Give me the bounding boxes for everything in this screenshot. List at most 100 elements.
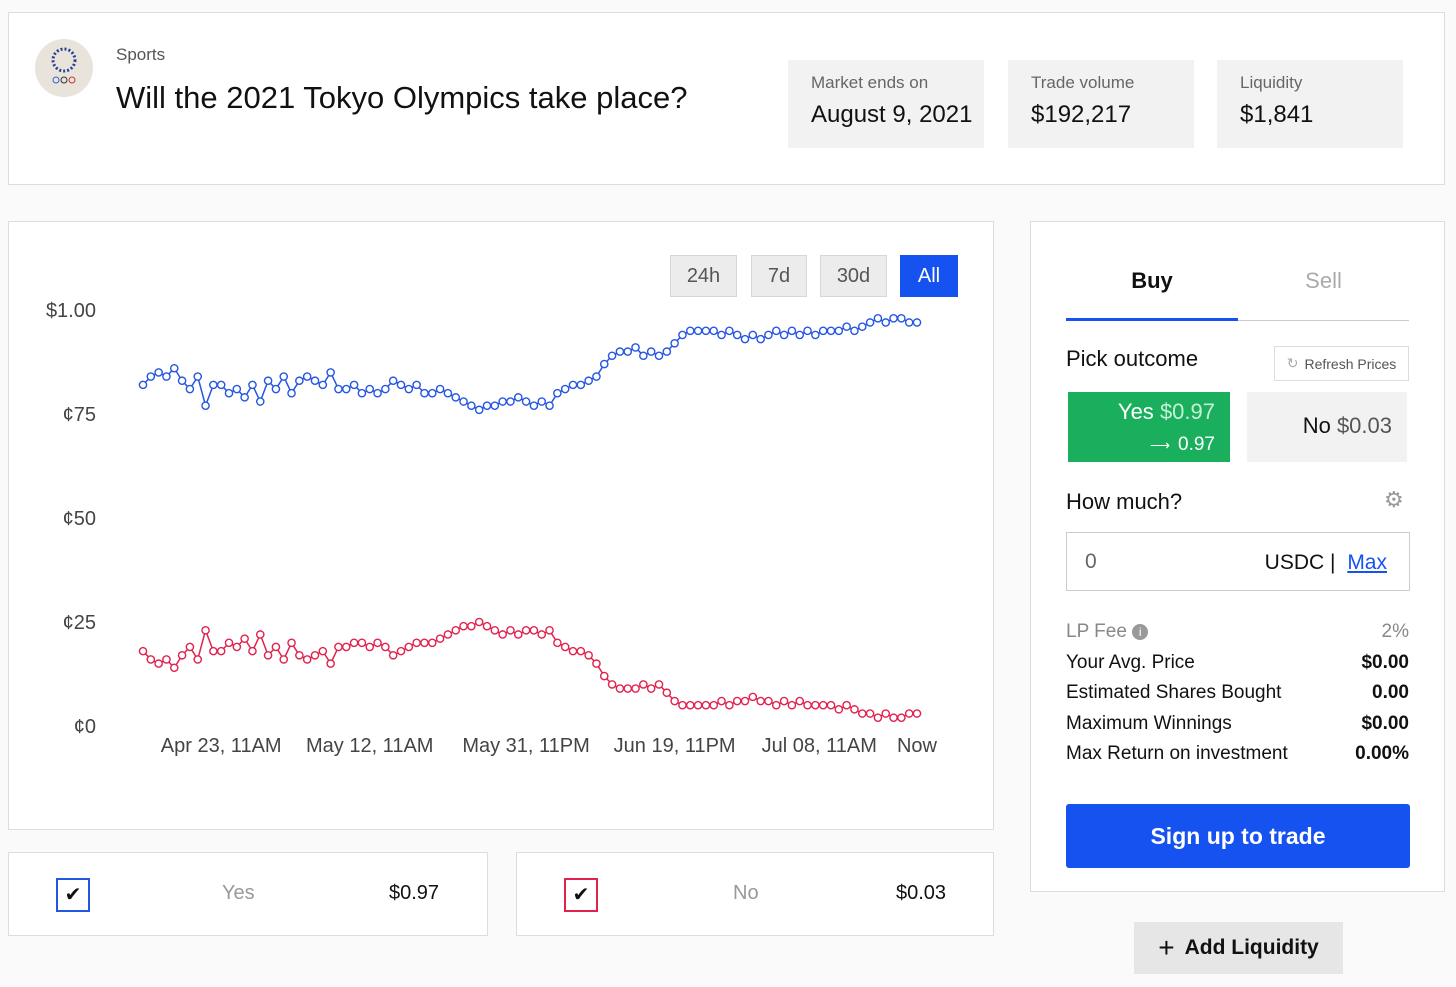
point	[740, 334, 750, 344]
point	[787, 700, 797, 710]
point	[912, 709, 922, 718]
tab[interactable]: Sell	[1305, 268, 1342, 293]
detail-label: Maximum Winnings	[1066, 713, 1232, 734]
point	[216, 646, 226, 656]
detail-value: 0.00%	[1355, 743, 1409, 764]
point	[623, 684, 633, 693]
max-link[interactable]: Max	[1347, 551, 1387, 574]
x-tick-label: May 12, 11AM	[306, 735, 433, 757]
point	[818, 700, 828, 710]
point	[482, 621, 492, 631]
point	[310, 650, 320, 660]
point	[568, 380, 578, 390]
point	[787, 326, 797, 336]
detail-row: Maximum Winnings $0.00	[1066, 713, 1409, 735]
legend-name: No	[733, 882, 759, 904]
point	[146, 655, 156, 664]
point	[420, 388, 429, 398]
detail-label: Estimated Shares Bought	[1066, 682, 1282, 703]
point	[881, 709, 891, 718]
point	[287, 638, 296, 648]
x-tick-label: Jun 19, 11PM	[614, 735, 736, 757]
point	[834, 705, 844, 714]
point	[701, 700, 711, 710]
amount-input[interactable]: 0 USDC | Max	[1066, 532, 1410, 591]
range-button[interactable]: 7d	[751, 255, 807, 297]
point	[490, 401, 500, 410]
point	[850, 326, 859, 336]
point	[740, 696, 750, 706]
point	[365, 642, 375, 652]
point	[506, 626, 515, 635]
checkbox[interactable]: ✔	[564, 878, 598, 912]
point	[326, 659, 335, 668]
signup-button[interactable]: Sign up to trade	[1066, 804, 1410, 868]
point	[271, 642, 281, 652]
checkbox[interactable]: ✔	[56, 878, 90, 912]
chart: ¢0 ¢25 ¢50 ¢75 $1.00 Apr 23, 11AM May 12, 11AM…	[46, 300, 938, 757]
stat-value: August 9, 2021	[811, 101, 973, 128]
settings-icon[interactable]: ⚙	[1384, 487, 1404, 512]
range-button[interactable]: 24h	[670, 255, 737, 297]
point	[216, 380, 226, 390]
detail-label: Your Avg. Price	[1066, 652, 1195, 673]
tab[interactable]: Buy	[1131, 268, 1173, 293]
point	[748, 692, 758, 702]
point	[701, 326, 711, 336]
point	[341, 384, 351, 394]
point	[639, 351, 648, 361]
point	[467, 621, 476, 631]
point	[685, 326, 695, 336]
stat-label: Market ends on	[811, 73, 929, 92]
point	[779, 696, 789, 706]
detail-row: Your Avg. Price $0.00	[1066, 652, 1409, 674]
stat-box: Liquidity $1,841	[1217, 60, 1403, 148]
point	[146, 372, 156, 381]
point	[318, 646, 328, 656]
point	[482, 401, 492, 410]
point	[826, 326, 836, 336]
point	[873, 713, 883, 722]
add-liquidity-button[interactable]: + Add Liquidity	[1134, 922, 1343, 974]
point	[576, 380, 586, 390]
point	[865, 318, 875, 327]
point	[537, 630, 547, 639]
no-button[interactable]: No $0.03	[1247, 392, 1407, 462]
point	[240, 393, 249, 402]
range-button[interactable]: 30d	[820, 255, 887, 297]
point	[811, 330, 820, 340]
point	[467, 401, 476, 410]
point	[881, 318, 891, 327]
point	[341, 642, 351, 652]
point	[349, 380, 359, 390]
point	[834, 326, 844, 336]
series-line	[142, 317, 917, 411]
point	[427, 638, 437, 648]
category: Sports	[116, 45, 166, 64]
y-tick-label: ¢25	[63, 612, 96, 634]
range-button[interactable]: All	[900, 255, 958, 297]
point	[263, 650, 273, 660]
point	[795, 696, 805, 706]
market-title: Will the 2021 Tokyo Olympics take place?	[116, 80, 688, 115]
yes-button[interactable]: Yes $0.97 ⟶ 0.97	[1068, 392, 1230, 462]
point	[169, 363, 179, 373]
point	[912, 318, 922, 327]
point	[857, 322, 867, 331]
point	[764, 696, 773, 706]
point	[654, 351, 664, 361]
point	[904, 318, 914, 327]
point	[818, 326, 828, 336]
point	[623, 347, 633, 356]
point	[678, 700, 687, 710]
point	[560, 384, 570, 394]
currency: USDC |	[1264, 551, 1336, 574]
point	[435, 384, 445, 394]
refresh-label: Refresh Prices	[1304, 355, 1397, 372]
point	[412, 380, 421, 390]
label: Pick outcome	[1066, 346, 1199, 371]
point	[732, 696, 742, 706]
refresh-button[interactable]: ↻ Refresh Prices	[1274, 346, 1409, 381]
point	[498, 397, 507, 406]
detail-label: Max Return on investment	[1066, 743, 1288, 764]
